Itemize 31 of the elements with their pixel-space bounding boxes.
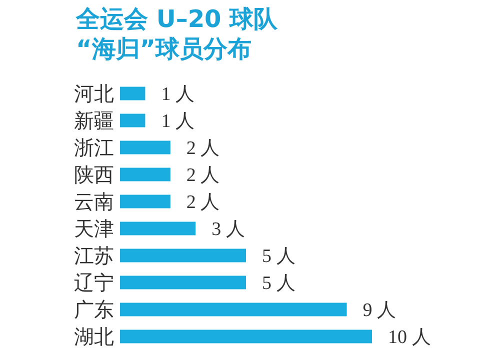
data-label: 2 人 <box>186 165 220 186</box>
bar <box>120 302 347 316</box>
data-label: 2 人 <box>186 192 220 214</box>
bar <box>120 276 246 290</box>
bar <box>120 248 246 262</box>
y-tick-label: 河北 <box>74 82 114 106</box>
bar <box>120 330 372 344</box>
y-tick-label: 浙江 <box>74 136 114 160</box>
data-label: 2 人 <box>186 138 220 160</box>
y-tick-label: 广东 <box>74 298 114 322</box>
data-label: 1 人 <box>161 84 194 106</box>
bar <box>120 168 170 182</box>
data-label: 5 人 <box>262 273 296 294</box>
y-tick-label: 天津 <box>74 216 114 240</box>
chart-title: 全运会 U–20 球队 “海归”球员分布 <box>75 5 279 63</box>
data-label: 5 人 <box>262 246 296 268</box>
y-tick-label: 辽宁 <box>74 270 114 294</box>
bar <box>120 222 196 236</box>
data-label: 3 人 <box>212 219 245 240</box>
y-tick-label: 湖北 <box>74 324 114 348</box>
y-tick-label: 新疆 <box>74 108 114 132</box>
bar <box>120 114 146 128</box>
y-tick-label: 江苏 <box>74 244 114 268</box>
data-label: 10 人 <box>388 327 431 348</box>
bar <box>120 140 170 154</box>
y-tick-label: 云南 <box>74 190 114 214</box>
bar <box>120 86 146 100</box>
bar <box>120 194 170 208</box>
data-label: 1 人 <box>161 111 194 132</box>
data-label: 9 人 <box>362 300 396 322</box>
y-tick-label: 陕西 <box>74 162 114 186</box>
